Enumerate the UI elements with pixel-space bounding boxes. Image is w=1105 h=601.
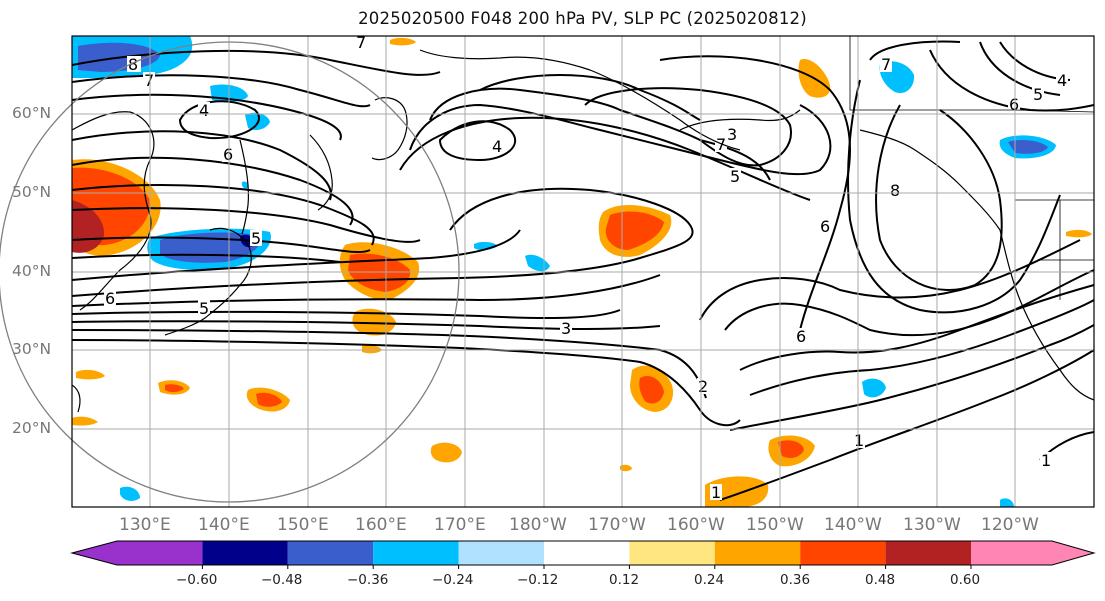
contour-label: 1 — [854, 431, 864, 450]
contour-label: 3 — [727, 125, 737, 144]
colorbar-outline — [70, 540, 1096, 566]
colorbar-under-arrow — [72, 541, 117, 565]
gridlines — [72, 36, 1094, 507]
map-frame — [71, 35, 1095, 508]
contour-label: 7 — [144, 71, 154, 90]
lon-label: 160°W — [667, 515, 725, 535]
contour-label: 4 — [492, 137, 502, 156]
colorbar-tick-label: 0.60 — [950, 572, 981, 588]
colorbar-segment — [202, 541, 288, 565]
contour-label: 6 — [796, 327, 806, 346]
contour-label: 7 — [881, 55, 891, 74]
lon-label: 130°E — [119, 515, 171, 535]
colorbar-tick-label: 0.24 — [694, 572, 725, 588]
range-ring — [0, 41, 460, 503]
colorbar-segment — [287, 541, 374, 565]
colorbar-over-arrow — [1052, 541, 1094, 565]
map-title: 2025020500 F048 200 hPa PV, SLP PC (2025… — [358, 9, 807, 28]
contour-label: 6 — [223, 145, 233, 164]
lon-label: 120°W — [981, 515, 1039, 535]
colorbar-tick-label: −0.60 — [176, 572, 218, 588]
lat-label: 30°N — [12, 340, 52, 358]
contour-label: 8 — [128, 55, 138, 74]
lon-label: 150°W — [746, 515, 804, 535]
pv-positive-shading — [72, 37, 1092, 507]
lon-label: 170°E — [434, 515, 486, 535]
contour-label: 8 — [890, 181, 900, 200]
colorbar-tick-label: 0.12 — [609, 572, 640, 588]
lat-label: 20°N — [12, 419, 52, 437]
colorbar-segment — [544, 541, 630, 565]
colorbar-tick-label: −0.48 — [261, 572, 303, 588]
colorbar-segment — [117, 541, 203, 565]
contour-label: 1 — [1041, 451, 1051, 470]
colorbar-segment — [629, 541, 715, 565]
contour-label: 6 — [1009, 95, 1019, 114]
contour-label: 7 — [356, 33, 366, 52]
lat-label: 50°N — [12, 183, 52, 201]
colorbar — [70, 540, 1096, 569]
colorbar-tick-label: 0.48 — [865, 572, 896, 588]
colorbar-segment — [885, 541, 971, 565]
lat-label: 40°N — [12, 262, 52, 280]
contour-label: 4 — [199, 101, 209, 120]
colorbar-segment — [458, 541, 544, 565]
colorbar-segment — [373, 541, 459, 565]
contour-label: 6 — [820, 217, 830, 236]
contour-label: 1 — [711, 483, 721, 502]
colorbar-tick-label: −0.24 — [432, 572, 474, 588]
lon-label: 140°W — [824, 515, 882, 535]
contour-label: 4 — [1057, 71, 1067, 90]
lon-label: 150°E — [277, 515, 329, 535]
contour-label: 2 — [698, 377, 708, 396]
colorbar-tick-label: −0.36 — [347, 572, 389, 588]
colorbar-segment — [800, 541, 886, 565]
contour-label: 5 — [251, 229, 261, 248]
lon-label: 170°W — [588, 515, 646, 535]
lon-label: 140°E — [198, 515, 250, 535]
lon-label: 130°W — [903, 515, 961, 535]
colorbar-tick-label: 0.36 — [780, 572, 811, 588]
contour-label: 3 — [561, 319, 571, 338]
lat-label: 60°N — [12, 104, 52, 122]
colorbar-segment — [714, 541, 801, 565]
contour-label: 7 — [716, 135, 726, 154]
contour-label: 5 — [730, 167, 740, 186]
colorbar-segment — [971, 541, 1052, 565]
colorbar-tick-label: −0.12 — [517, 572, 559, 588]
contour-label: 6 — [105, 289, 115, 308]
lon-label: 160°E — [355, 515, 407, 535]
lon-label: 180°W — [509, 515, 567, 535]
contour-label: 5 — [199, 299, 209, 318]
contour-label: 5 — [1033, 85, 1043, 104]
